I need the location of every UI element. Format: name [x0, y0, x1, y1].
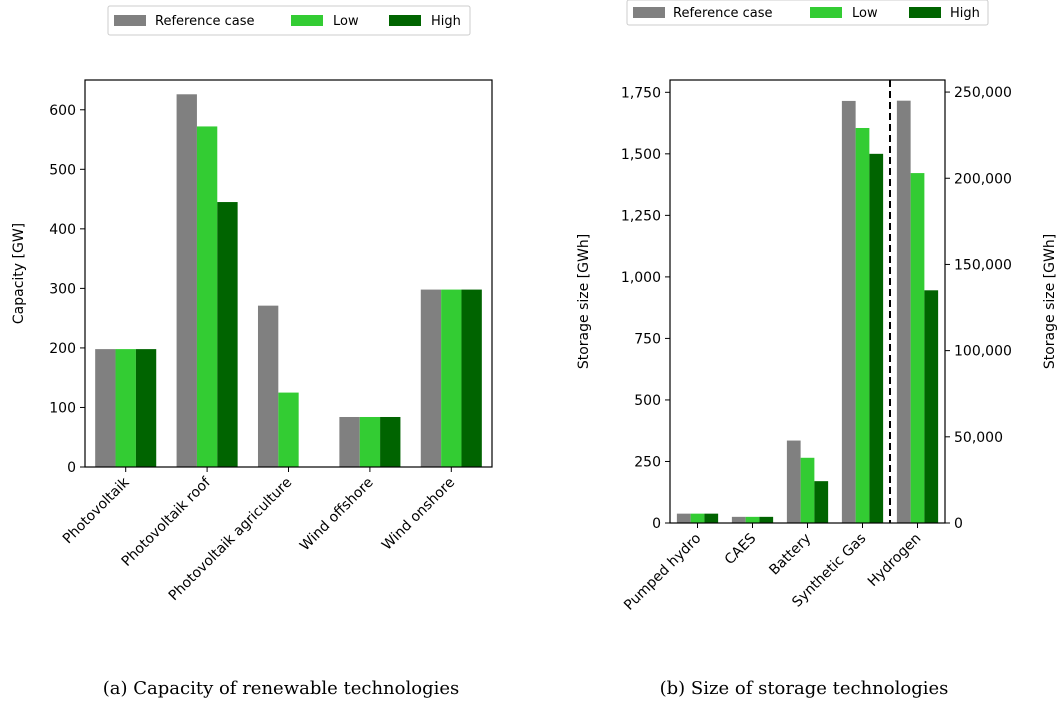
y2tick-label-b-3: 150,000 — [954, 257, 1012, 273]
legend-a-label-low: Low — [333, 14, 359, 29]
xtick-label-a-4: Wind onshore — [379, 475, 458, 554]
legend-b-swatch-reference — [633, 7, 665, 18]
legend-a-label-reference: Reference case — [155, 14, 254, 29]
ytick-label-b-1: 250 — [634, 454, 661, 470]
ytick-label-a-2: 200 — [49, 341, 76, 357]
chart-capacity: 0 100 200 300 400 500 600 PhotovoltaikPhotovolt… — [11, 79, 493, 604]
legend-a-label-high: High — [431, 14, 461, 29]
bar-a-0-4 — [420, 289, 442, 467]
ytick-label-b-6: 1,500 — [621, 147, 661, 163]
bar-b-2-2 — [814, 481, 829, 523]
ytick-label-b-5: 1,250 — [621, 208, 661, 224]
bar-b-2-1 — [759, 516, 774, 523]
xtick-label-b-4: Hydrogen — [865, 531, 924, 590]
bar-b-2-4 — [924, 290, 939, 523]
ytick-label-a-1: 100 — [49, 400, 76, 416]
bar-b-0-0 — [676, 513, 691, 523]
ytick-label-a-0: 0 — [67, 460, 76, 476]
caption-a: (a) Capacity of renewable technologies — [103, 678, 459, 699]
bar-a-1-2 — [278, 392, 299, 467]
bar-a-0-0 — [95, 349, 116, 467]
bar-a-2-4 — [461, 289, 482, 467]
bar-a-2-0 — [135, 349, 157, 467]
y2tick-label-b-5: 250,000 — [954, 85, 1012, 101]
bar-a-0-1 — [176, 94, 197, 467]
xtick-label-a-0: Photovoltaik — [60, 474, 133, 547]
bar-a-2-1 — [217, 202, 238, 468]
legend-a-swatch-low — [291, 15, 323, 26]
bar-b-0-1 — [731, 516, 746, 523]
ytick-label-a-3: 300 — [49, 281, 76, 297]
bar-b-2-0 — [704, 513, 719, 523]
bar-a-1-3 — [359, 416, 381, 467]
legend-b-label-reference: Reference case — [673, 6, 772, 21]
legend-a-frame — [107, 5, 471, 36]
bar-b-1-4 — [910, 173, 925, 523]
legend-b: Reference case Low High — [626, 0, 989, 26]
ytick-label-b-3: 750 — [634, 331, 661, 347]
legend-a: Reference case Low High — [107, 5, 471, 36]
legend-b-label-low: Low — [852, 6, 878, 21]
bar-a-0-2 — [257, 305, 279, 467]
bar-a-1-4 — [441, 289, 462, 467]
y2label-b: Storage size [GWh] — [1042, 234, 1058, 369]
ytick-label-b-2: 500 — [634, 393, 661, 409]
legend-b-frame — [626, 0, 989, 26]
y2tick-label-b-4: 200,000 — [954, 171, 1012, 187]
bar-b-1-1 — [745, 516, 760, 523]
bar-a-1-1 — [196, 126, 218, 467]
ytick-label-b-4: 1,000 — [621, 270, 661, 286]
bar-a-1-0 — [115, 349, 136, 467]
ytick-label-a-4: 400 — [49, 222, 76, 238]
chart-storage: 0 250 500 750 1,000 1,250 1,500 1,750 0 50,000 100… — [576, 79, 1058, 614]
xtick-label-b-2: Battery — [766, 531, 814, 579]
xtick-label-a-3: Wind offshore — [297, 475, 377, 555]
bar-b-2-3 — [869, 153, 884, 523]
xtick-label-b-1: CAES — [722, 530, 760, 568]
xtick-label-b-0: Pumped hydro — [621, 531, 704, 614]
bar-a-0-3 — [339, 416, 360, 467]
ytick-label-a-5: 500 — [49, 162, 76, 178]
legend-a-swatch-high — [389, 15, 421, 26]
bar-b-0-2 — [786, 440, 801, 523]
ytick-label-a-6: 600 — [49, 103, 76, 119]
bar-b-1-3 — [855, 127, 870, 524]
legend-b-label-high: High — [950, 6, 980, 21]
bar-b-0-4 — [896, 100, 911, 524]
y2tick-label-b-1: 50,000 — [954, 430, 1003, 446]
caption-b: (b) Size of storage technologies — [660, 678, 949, 699]
y2tick-label-b-2: 100,000 — [954, 344, 1012, 360]
bar-a-2-3 — [380, 416, 401, 467]
ylabel-b: Storage size [GWh] — [576, 234, 592, 369]
legend-b-swatch-high — [909, 7, 941, 18]
bar-b-1-2 — [800, 457, 815, 523]
legend-a-swatch-reference — [114, 15, 146, 26]
ytick-label-b-7: 1,750 — [621, 85, 661, 101]
y2tick-label-b-0: 0 — [954, 516, 963, 532]
ytick-label-b-0: 0 — [652, 516, 661, 532]
legend-b-swatch-low — [810, 7, 842, 18]
bar-b-0-3 — [841, 100, 856, 524]
ylabel-a: Capacity [GW] — [11, 223, 27, 324]
xtick-label-a-1: Photovoltaik roof — [119, 474, 215, 570]
bar-b-1-0 — [690, 513, 705, 523]
